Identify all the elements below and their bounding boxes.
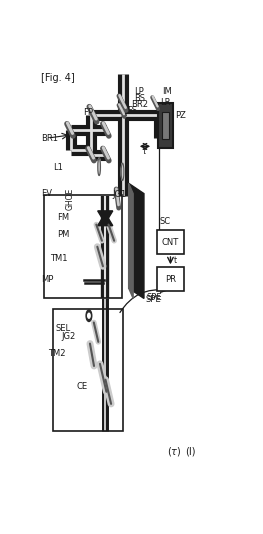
Text: SC: SC bbox=[159, 217, 170, 226]
Text: SPE: SPE bbox=[146, 293, 162, 302]
Ellipse shape bbox=[88, 313, 90, 318]
Text: PM: PM bbox=[57, 230, 70, 239]
Ellipse shape bbox=[98, 158, 100, 176]
Text: JG2: JG2 bbox=[62, 332, 76, 341]
Text: FP: FP bbox=[83, 108, 93, 117]
Text: BS: BS bbox=[134, 93, 145, 103]
Polygon shape bbox=[129, 183, 133, 299]
Ellipse shape bbox=[121, 163, 124, 180]
Polygon shape bbox=[98, 211, 113, 226]
Text: TM1: TM1 bbox=[50, 254, 68, 263]
Text: [Fig. 4]: [Fig. 4] bbox=[41, 73, 74, 83]
Text: L1: L1 bbox=[53, 163, 63, 172]
Ellipse shape bbox=[86, 310, 92, 321]
Text: BR2: BR2 bbox=[131, 100, 148, 109]
Text: FM: FM bbox=[57, 214, 69, 222]
Text: TM2: TM2 bbox=[48, 349, 66, 358]
Text: BR1: BR1 bbox=[41, 134, 58, 143]
Text: t: t bbox=[174, 256, 177, 265]
Text: MP: MP bbox=[41, 274, 53, 284]
FancyBboxPatch shape bbox=[157, 267, 184, 291]
Text: CNT: CNT bbox=[162, 238, 179, 247]
Text: PR: PR bbox=[165, 274, 176, 284]
Polygon shape bbox=[129, 183, 144, 299]
Text: PZ: PZ bbox=[176, 111, 186, 120]
Text: LR: LR bbox=[160, 98, 171, 107]
Text: CE: CE bbox=[77, 382, 88, 391]
FancyBboxPatch shape bbox=[157, 230, 184, 254]
Text: JG1: JG1 bbox=[112, 190, 127, 199]
Text: LP: LP bbox=[134, 87, 144, 96]
Text: FS: FS bbox=[127, 106, 137, 115]
FancyBboxPatch shape bbox=[162, 112, 169, 139]
Text: ($\tau$): ($\tau$) bbox=[167, 445, 182, 458]
Text: EV: EV bbox=[41, 189, 52, 198]
Text: SPE: SPE bbox=[146, 295, 162, 304]
Text: GHOE: GHOE bbox=[66, 188, 75, 210]
Text: (I): (I) bbox=[186, 446, 196, 457]
Text: SEL: SEL bbox=[55, 324, 70, 333]
Text: $\tau$: $\tau$ bbox=[141, 147, 149, 156]
FancyBboxPatch shape bbox=[158, 103, 173, 148]
Text: IM: IM bbox=[162, 87, 172, 96]
